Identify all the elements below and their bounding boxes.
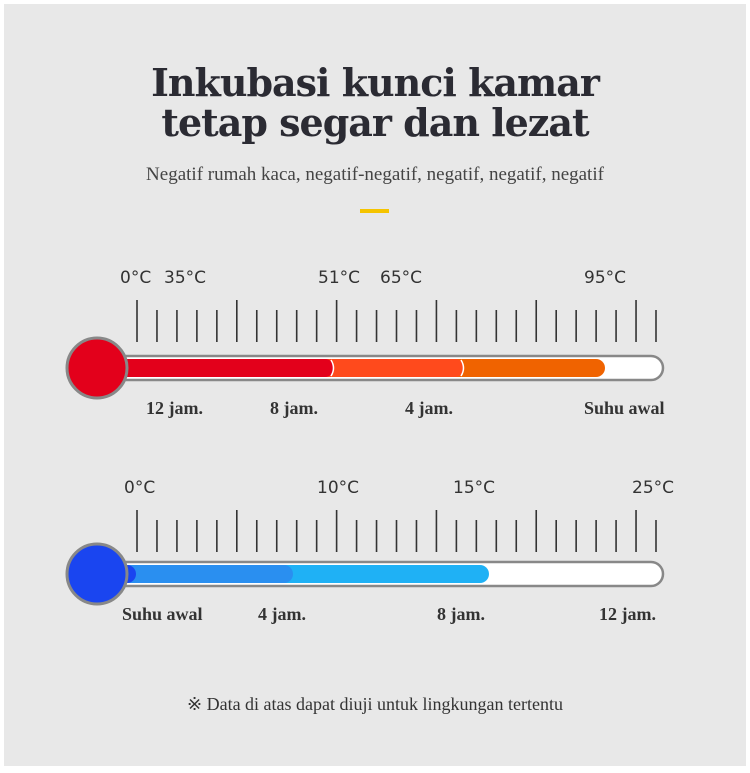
footnote: ※ Data di atas dapat diuji untuk lingkun… (187, 694, 563, 714)
page-subtitle: Negatif rumah kaca, negatif-negatif, neg… (146, 164, 604, 185)
segment-divider (460, 359, 465, 377)
thermometer-bulb (65, 542, 129, 606)
mercury-segment (110, 359, 334, 377)
temperature-label: 65°C (380, 268, 423, 288)
time-label: 12 jam. (599, 604, 656, 624)
time-label: Suhu awal (122, 604, 203, 624)
temperature-label: 51°C (318, 268, 361, 288)
page-title-line-1: Inkubasi kunci kamar (151, 60, 600, 105)
mercury-segment (110, 565, 293, 583)
thermometer-bulb (65, 336, 129, 400)
time-label: 4 jam. (405, 398, 453, 418)
time-label: 8 jam. (437, 604, 485, 624)
time-label: 4 jam. (258, 604, 306, 624)
time-label: Suhu awal (584, 398, 665, 418)
temperature-label: 10°C (317, 478, 360, 498)
background-panel (4, 4, 746, 766)
time-label: 12 jam. (146, 398, 203, 418)
accent-divider (360, 209, 389, 213)
temperature-label: 0°C (124, 478, 156, 498)
segment-divider (330, 359, 335, 377)
thermometer-cold-graphic (65, 510, 665, 606)
page-title-line-2: tetap segar dan lezat (161, 100, 589, 145)
temperature-label: 35°C (164, 268, 207, 288)
temperature-label: 15°C (453, 478, 496, 498)
temperature-label: 0°C (120, 268, 152, 288)
temperature-label: 95°C (584, 268, 627, 288)
temperature-label: 25°C (632, 478, 675, 498)
time-label: 8 jam. (270, 398, 318, 418)
thermometer-hot-graphic (65, 300, 665, 400)
